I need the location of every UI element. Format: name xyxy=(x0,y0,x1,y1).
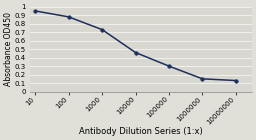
X-axis label: Antibody Dilution Series (1:x): Antibody Dilution Series (1:x) xyxy=(79,127,203,136)
Y-axis label: Absorbance OD450: Absorbance OD450 xyxy=(4,12,13,86)
